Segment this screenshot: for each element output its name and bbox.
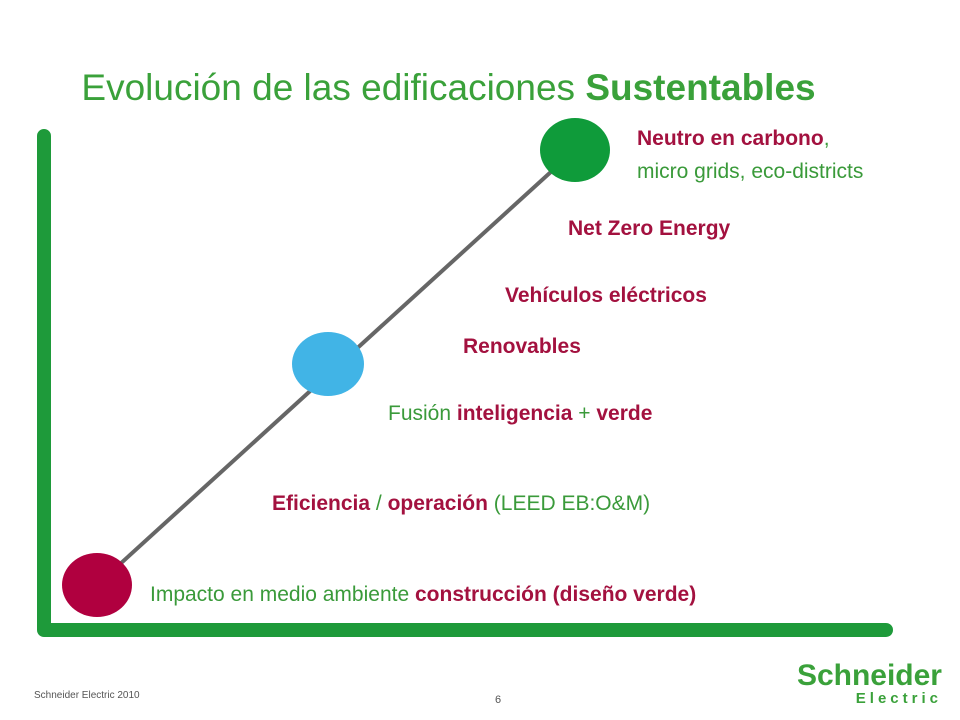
title-part: Evolución de las edificaciones xyxy=(81,67,585,108)
stage-label: Impacto en medio ambiente construcción (… xyxy=(150,583,696,606)
label-part: construcción (diseño verde) xyxy=(415,583,696,606)
stage-label: Neutro en carbono, xyxy=(637,127,830,150)
footer-company: Schneider Electric 2010 xyxy=(34,690,140,701)
label-part: inteligencia xyxy=(457,402,573,425)
label-part: (LEED EB:O&M) xyxy=(488,492,650,515)
logo-text: Electric xyxy=(856,690,942,707)
stage-dot xyxy=(62,553,132,617)
stage-label: Vehículos eléctricos xyxy=(505,284,707,307)
stage-dot xyxy=(540,118,610,182)
label-part: + xyxy=(572,402,596,425)
stage-label: Fusión inteligencia + verde xyxy=(388,402,652,425)
slide-title: Evolución de las edificaciones Sustentab… xyxy=(30,67,846,108)
label-part: operación xyxy=(388,492,488,515)
stage-dot xyxy=(292,332,364,396)
page-number: 6 xyxy=(495,694,501,706)
label-part: Eficiencia xyxy=(272,492,370,515)
label-part: Fusión xyxy=(388,402,457,425)
stage-label: Renovables xyxy=(463,335,581,358)
axis-frame xyxy=(37,129,893,637)
stage-label: micro grids, eco-districts xyxy=(637,160,863,183)
label-part: verde xyxy=(596,402,652,425)
stage-label: Eficiencia / operación (LEED EB:O&M) xyxy=(272,492,650,515)
label-part: Neutro en carbono xyxy=(637,127,824,150)
stage-label: Net Zero Energy xyxy=(568,217,731,240)
label-part: , xyxy=(824,127,830,150)
label-part: / xyxy=(370,492,388,515)
logo-text: Schneider xyxy=(797,659,942,692)
label-part: Impacto en medio ambiente xyxy=(150,583,415,606)
title-part: Sustentables xyxy=(585,67,815,108)
